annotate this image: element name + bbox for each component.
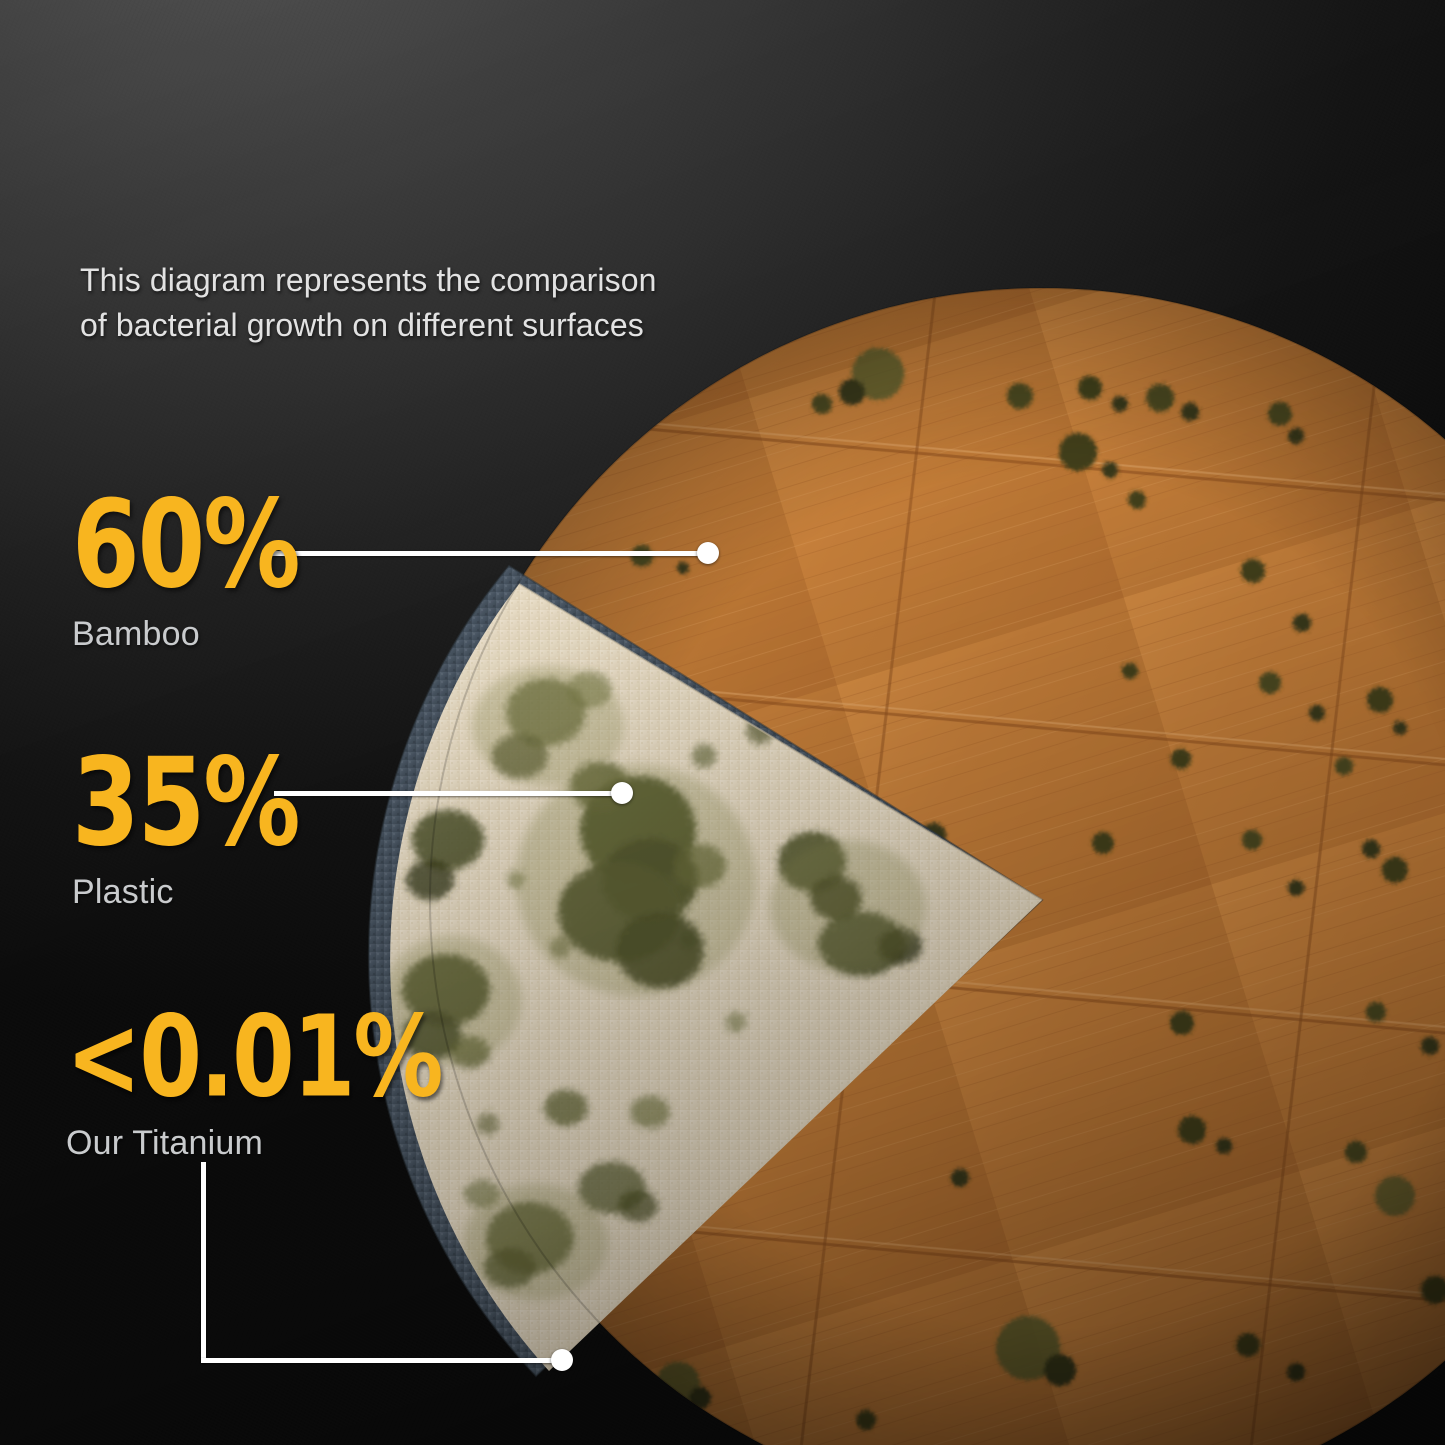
stat-plastic: 35% Plastic: [72, 733, 301, 912]
leader-dot-titanium: [551, 1349, 573, 1371]
stat-titanium-label: Our Titanium: [66, 1124, 264, 1162]
leader-dot-bamboo: [697, 542, 719, 564]
leader-line-titanium-horizontal: [201, 1358, 563, 1363]
stat-bamboo-label: Bamboo: [72, 615, 200, 654]
leader-line-bamboo: [272, 551, 706, 556]
leader-line-plastic: [274, 791, 622, 796]
stat-plastic-label: Plastic: [72, 873, 174, 912]
stat-bamboo: 60% Bamboo: [72, 475, 301, 654]
stat-titanium-value: <0.01%: [66, 991, 443, 1123]
stat-plastic-value: 35%: [72, 733, 301, 874]
stat-titanium: <0.01% Our Titanium: [66, 991, 443, 1163]
page-subtitle: This diagram represents the comparison o…: [80, 262, 657, 344]
leader-line-titanium-vertical: [201, 1162, 206, 1363]
page-title-text: TITANIUM OUTPERFORMS: [78, 59, 1405, 223]
stat-bamboo-value: 60%: [72, 475, 301, 616]
leader-dot-plastic: [611, 782, 633, 804]
page-title: TITANIUM OUTPERFORMS: [78, 74, 1445, 202]
